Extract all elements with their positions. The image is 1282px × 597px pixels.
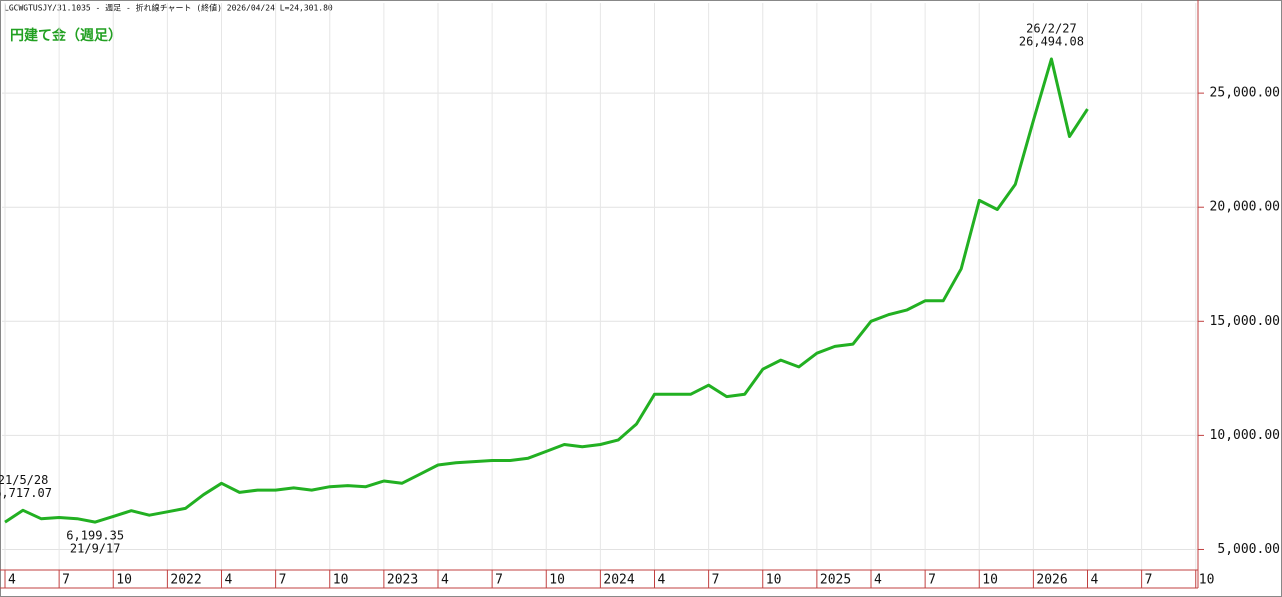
x-tick-label: 4 <box>658 573 666 588</box>
x-tick-label: 2023 <box>387 573 418 588</box>
x-tick-label: 7 <box>495 573 503 588</box>
x-tick-label: 2026 <box>1036 573 1067 588</box>
x-tick-label: 7 <box>1145 573 1153 588</box>
x-tick-label: 4 <box>441 573 449 588</box>
x-tick-label: 4 <box>1091 573 1099 588</box>
y-tick-label: 20,000.00 <box>1210 200 1280 215</box>
x-tick-label: 2025 <box>820 573 851 588</box>
x-tick-label: 10 <box>982 573 998 588</box>
annotation-date: 26/2/27 <box>1026 22 1077 36</box>
annotation-value-label: 6,717.07 <box>0 486 52 500</box>
x-tick-label: 10 <box>549 573 565 588</box>
x-tick-label: 4 <box>225 573 233 588</box>
y-tick-label: 5,000.00 <box>1217 542 1280 557</box>
x-tick-label: 4 <box>8 573 16 588</box>
annotation-value-label: 6,199.35 <box>66 529 124 543</box>
x-tick-label: 2024 <box>603 573 634 588</box>
x-tick-label: 7 <box>712 573 720 588</box>
x-tick-label: 7 <box>279 573 287 588</box>
x-tick-label: 7 <box>62 573 70 588</box>
x-tick-label: 10 <box>766 573 782 588</box>
chart-title: 円建て金（週足） <box>10 27 122 44</box>
chart-header: LGCWGTUSJY/31.1035 - 週足 - 折れ線チャート (終値) 2… <box>4 3 333 13</box>
x-tick-label: 10 <box>116 573 132 588</box>
y-tick-label: 15,000.00 <box>1210 314 1280 329</box>
x-tick-label: 10 <box>1199 573 1215 588</box>
x-tick-label: 7 <box>928 573 936 588</box>
x-tick-label: 2022 <box>170 573 201 588</box>
x-tick-label: 4 <box>874 573 882 588</box>
x-tick-label: 10 <box>333 573 349 588</box>
y-tick-label: 25,000.00 <box>1210 86 1280 101</box>
annotation-value-label: 26,494.08 <box>1019 35 1084 49</box>
annotation-date: 21/5/28 <box>0 473 48 487</box>
annotation-date: 21/9/17 <box>70 542 121 556</box>
price-line <box>4 57 1089 524</box>
y-tick-label: 10,000.00 <box>1210 428 1280 443</box>
